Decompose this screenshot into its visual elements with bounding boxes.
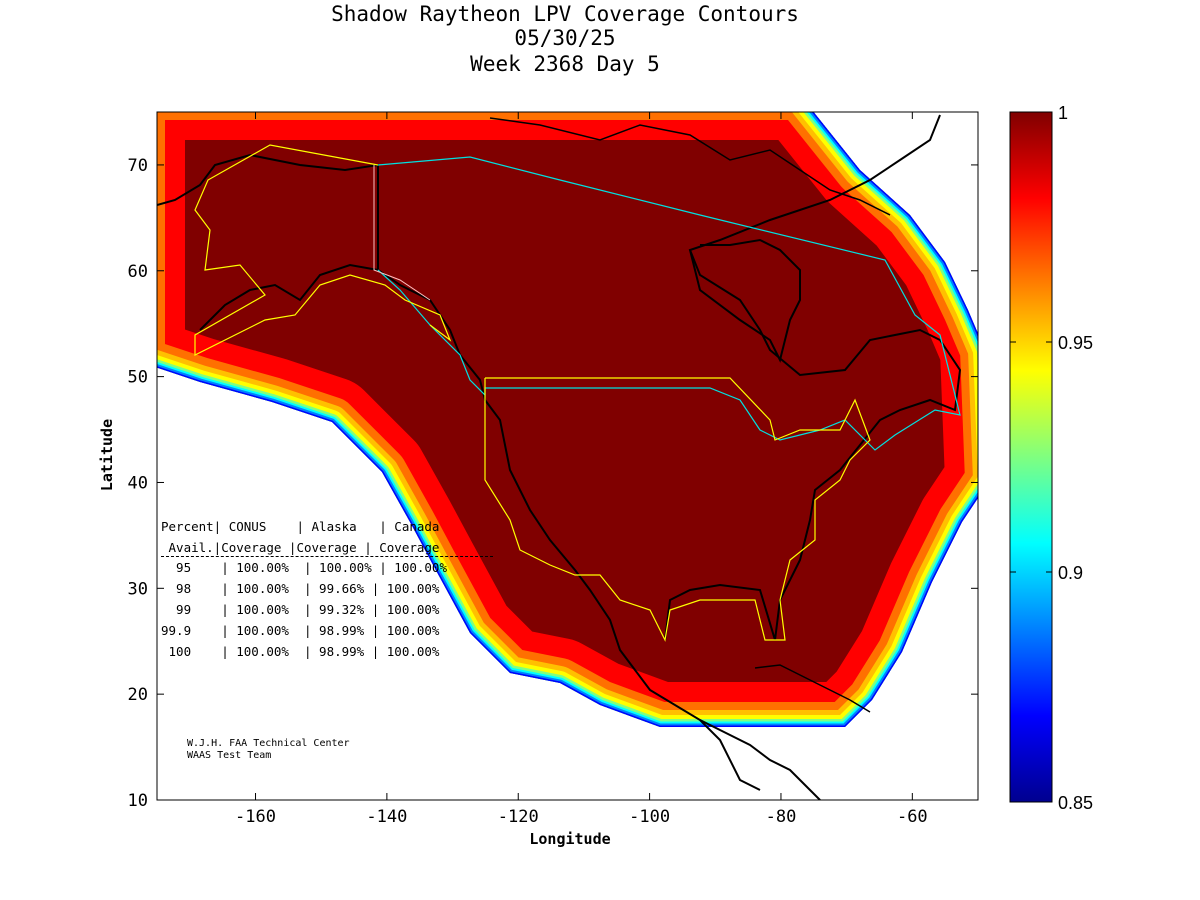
east-coastline [664, 114, 962, 641]
y-tick-label: 50 [128, 368, 148, 388]
north-america-coastline [157, 153, 761, 791]
x-axis: -160 -140 -120 -100 -80 -60 [235, 112, 928, 827]
caribbean-coastline [754, 664, 871, 713]
colorbar [1009, 111, 1053, 803]
colorbar-tick-label: 1 [1058, 103, 1068, 123]
table-header: Percent| CONUS | Alaska | Canada [161, 519, 440, 534]
x-tick-label: -60 [897, 807, 928, 827]
table-header: Avail.|Coverage |Coverage | Coverage [161, 540, 440, 555]
coverage-region-full [157, 112, 978, 727]
table-row: 98 | 100.00% | 99.66% | 100.00% [161, 581, 440, 596]
colorbar-tick-label: 0.95 [1058, 333, 1093, 353]
x-tick-label: -100 [629, 807, 670, 827]
plot-frame [156, 111, 979, 801]
credits: W.J.H. FAA Technical Center WAAS Test Tea… [187, 738, 350, 762]
table-row: 95 | 100.00% | 100.00% | 100.00% [161, 560, 447, 575]
alaska-border [194, 144, 452, 356]
y-tick-label: 10 [128, 791, 148, 811]
chart-week-day: Week 2368 Day 5 [470, 52, 660, 76]
coastlines [157, 114, 962, 800]
alaska-south-coastline [199, 263, 379, 331]
y-axis-label: Latitude [98, 419, 116, 491]
y-tick-label: 20 [128, 685, 148, 705]
conus-border [484, 377, 871, 642]
y-tick-label: 40 [128, 473, 148, 493]
table-row: 99.9 | 100.00% | 98.99% | 100.00% [161, 623, 440, 638]
coverage-contour-band [157, 112, 978, 727]
arctic-islands-coastline [489, 117, 891, 216]
y-tick-label: 60 [128, 262, 148, 282]
colorbar-ticks: 0.85 0.9 0.95 1 [1010, 103, 1093, 813]
x-tick-label: -120 [498, 807, 539, 827]
table-divider [161, 556, 493, 557]
x-axis-label: Longitude [529, 830, 610, 848]
y-tick-label: 70 [128, 156, 148, 176]
colorbar-tick-label: 0.9 [1058, 563, 1083, 583]
chart-date: 05/30/25 [514, 26, 616, 50]
y-tick-label: 30 [128, 579, 148, 599]
chart-title: Shadow Raytheon LPV Coverage Contours [331, 2, 799, 26]
colorbar-tick-label: 0.85 [1058, 793, 1093, 813]
coverage-table: Percent| CONUS | Alaska | Canada Avail.|… [161, 516, 493, 662]
region-borders [194, 144, 961, 642]
canada-border [377, 156, 961, 451]
x-tick-label: -140 [366, 807, 407, 827]
hudson-bay-coastline [689, 238, 801, 363]
x-tick-label: -160 [235, 807, 276, 827]
table-row: 99 | 100.00% | 99.32% | 100.00% [161, 602, 440, 617]
credit-line: W.J.H. FAA Technical Center [187, 738, 350, 749]
credit-line: WAAS Test Team [187, 750, 272, 761]
table-row: 100 | 100.00% | 98.99% | 100.00% [161, 644, 440, 659]
coverage-contours [157, 112, 978, 727]
central-america-coastline [699, 719, 821, 800]
alaska-canada-border [373, 165, 431, 301]
y-axis: 10 20 30 40 50 60 70 [128, 156, 978, 811]
x-tick-label: -80 [766, 807, 797, 827]
